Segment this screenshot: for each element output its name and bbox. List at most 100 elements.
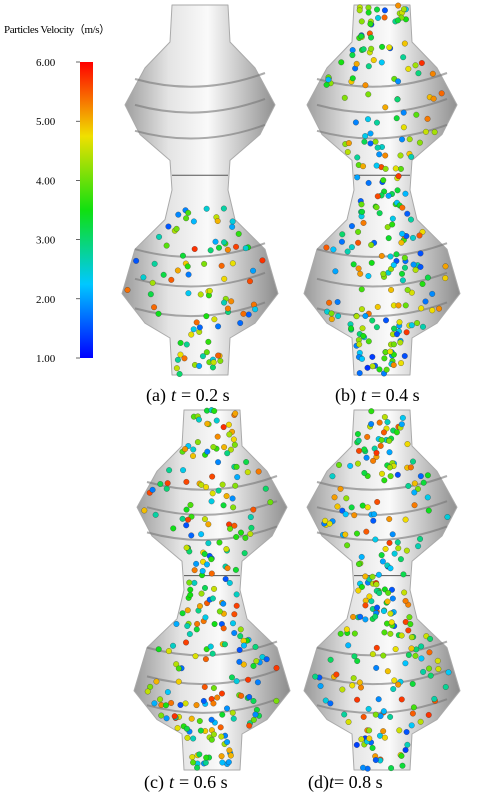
- particle: [366, 727, 373, 734]
- particle: [262, 485, 269, 492]
- particle: [174, 356, 181, 363]
- particle: [356, 7, 363, 14]
- particle: [390, 341, 397, 348]
- particle: [415, 543, 422, 550]
- particle: [245, 311, 252, 318]
- particle: [362, 602, 369, 609]
- particle: [209, 473, 216, 480]
- particle: [418, 305, 425, 312]
- particle: [188, 331, 195, 338]
- particle: [374, 6, 380, 13]
- particle: [442, 275, 449, 282]
- particle: [435, 666, 442, 672]
- impeller-blade: [134, 301, 266, 318]
- particle: [327, 656, 334, 663]
- particle: [372, 536, 379, 543]
- particle: [183, 478, 190, 485]
- particle: [379, 43, 386, 50]
- particle: [252, 711, 259, 718]
- particle: [219, 481, 226, 488]
- particle: [209, 595, 216, 602]
- colorbar-tick-label: 5.00: [36, 116, 56, 128]
- particle: [231, 630, 238, 636]
- particle: [247, 514, 254, 521]
- particle: [196, 416, 202, 423]
- particle: [426, 649, 433, 656]
- impeller-blade: [316, 525, 448, 542]
- particle: [388, 765, 395, 772]
- particle: [168, 700, 175, 706]
- particle: [344, 542, 351, 549]
- particle: [431, 695, 438, 702]
- particle: [188, 715, 195, 722]
- particle: [405, 65, 412, 72]
- particle: [231, 441, 238, 448]
- particle: [365, 273, 372, 279]
- particle: [411, 480, 418, 487]
- particle: [227, 525, 233, 532]
- caption-label: (a): [146, 385, 166, 405]
- colorbar-tick-label: 1.00: [36, 353, 56, 365]
- particle: [248, 524, 255, 531]
- particle: [230, 504, 237, 511]
- particle: [410, 234, 416, 241]
- particle: [198, 590, 205, 597]
- particle: [177, 702, 184, 708]
- particle: [356, 370, 363, 377]
- particle: [220, 600, 227, 607]
- particle: [187, 591, 194, 598]
- particle: [374, 144, 381, 151]
- particle: [417, 718, 424, 725]
- particle: [250, 662, 257, 669]
- particle: [381, 14, 388, 21]
- particle: [337, 485, 344, 492]
- particle: [347, 462, 354, 469]
- particle: [233, 463, 240, 470]
- particle: [147, 683, 154, 690]
- particle: [378, 552, 385, 559]
- particle: [402, 264, 408, 271]
- particle: [202, 656, 209, 663]
- particle: [395, 545, 402, 552]
- particle: [381, 355, 388, 362]
- particle: [210, 731, 217, 738]
- particle: [183, 639, 189, 646]
- particle: [184, 607, 191, 614]
- particle: [201, 516, 208, 523]
- particle: [201, 684, 208, 690]
- particle: [247, 278, 253, 285]
- particle: [363, 454, 370, 461]
- particle: [184, 623, 191, 629]
- caption-variable: t: [170, 385, 176, 405]
- particle: [186, 579, 193, 586]
- colorbar-title: Particles Velocity（m/s）: [4, 23, 110, 36]
- particle: [218, 753, 225, 760]
- particle: [235, 230, 242, 237]
- particle: [412, 62, 419, 69]
- particle: [345, 719, 352, 725]
- particle: [175, 678, 182, 685]
- particle: [394, 187, 401, 194]
- particle: [221, 275, 228, 282]
- particle: [165, 223, 172, 230]
- particle: [230, 715, 237, 722]
- particle: [365, 116, 371, 123]
- particle: [156, 233, 163, 240]
- particle: [247, 531, 254, 537]
- particle: [163, 715, 170, 722]
- particle: [380, 608, 387, 615]
- particle: [374, 604, 380, 611]
- particle: [364, 433, 371, 440]
- particle: [356, 561, 362, 568]
- particle: [360, 46, 367, 53]
- particle: [403, 729, 410, 735]
- particle: [230, 620, 236, 627]
- particle: [341, 94, 348, 101]
- particle: [140, 274, 147, 281]
- particle: [370, 517, 377, 524]
- particle: [445, 669, 452, 676]
- particle: [345, 140, 352, 147]
- particle: [407, 464, 414, 471]
- particle: [395, 681, 402, 688]
